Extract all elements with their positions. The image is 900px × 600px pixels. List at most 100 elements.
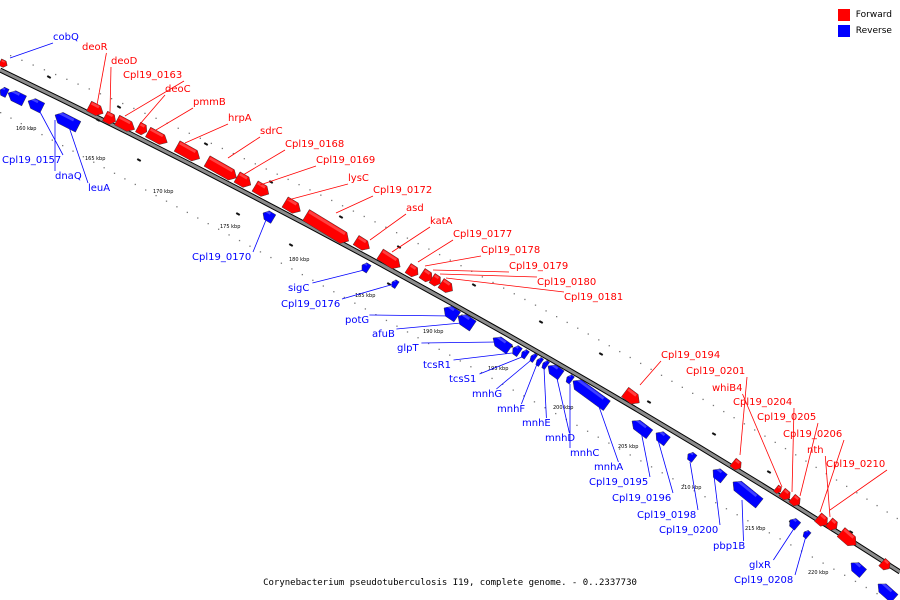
reverse-gene <box>492 334 513 355</box>
forward-gene <box>114 114 135 132</box>
tick-label: 205 kbp <box>618 444 638 450</box>
tick-label: 180 kbp <box>289 257 309 263</box>
reverse-gene <box>877 581 899 600</box>
legend: Forward Reverse <box>837 7 892 39</box>
forward-gene-label: Cpl19_0181 <box>564 292 623 303</box>
forward-gene <box>145 126 168 145</box>
reverse-gene <box>565 374 575 385</box>
forward-gene <box>836 527 857 546</box>
reverse-gene-leader-line <box>689 461 699 511</box>
forward-gene <box>773 484 782 494</box>
forward-gene <box>102 110 116 125</box>
forward-gene-leader-line <box>139 94 166 125</box>
reverse-gene-leader-line <box>9 42 54 59</box>
reverse-gene <box>54 110 82 133</box>
reverse-gene-label: Cpl19_0196 <box>612 493 671 504</box>
reverse-gene-label: tcsR1 <box>423 360 451 371</box>
forward-gene-leader-line <box>155 107 194 131</box>
reverse-gene-label: leuA <box>88 183 110 194</box>
reverse-gene-leader-line <box>521 363 538 405</box>
reverse-gene-label: Cpl19_0195 <box>589 477 648 488</box>
forward-gene-leader-line <box>742 393 783 488</box>
forward-gene <box>135 121 148 136</box>
tick-mark <box>766 470 772 474</box>
reverse-gene-leader-line <box>773 526 796 561</box>
forward-gene <box>86 100 104 116</box>
reverse-gene-leader-line <box>39 111 64 156</box>
forward-gene-leader-line <box>417 239 454 263</box>
reverse-gene-leader-line <box>657 439 674 494</box>
reverse-gene-label: glpT <box>397 343 419 354</box>
reverse-gene-label: mnhG <box>472 389 502 400</box>
forward-gene <box>404 263 419 278</box>
reverse-gene <box>850 560 867 578</box>
reverse-gene-label: pbp1B <box>713 541 745 552</box>
forward-gene-label: nth <box>807 445 824 456</box>
forward-gene-leader-line <box>791 407 795 493</box>
forward-gene <box>233 171 252 188</box>
forward-gene-label: lysC <box>348 173 369 184</box>
forward-gene <box>302 209 349 244</box>
reverse-gene <box>512 345 523 357</box>
reverse-gene-leader-line <box>396 321 473 330</box>
tick-label: 165 kbp <box>85 156 105 162</box>
forward-gene-label: deoD <box>111 56 138 67</box>
tick-mark <box>136 158 142 162</box>
forward-gene-label: Cpl19_0194 <box>661 350 720 361</box>
forward-gene-label: pmmB <box>193 97 226 108</box>
reverse-gene-leader-line <box>713 475 721 526</box>
reverse-gene <box>789 517 802 531</box>
reverse-gene-label: Cpl19_0200 <box>659 525 718 536</box>
forward-gene <box>418 268 433 283</box>
forward-gene-label: Cpl19_0206 <box>783 429 842 440</box>
forward-gene-label: hrpA <box>228 113 252 124</box>
forward-gene <box>352 235 370 251</box>
outer-dotted-ring <box>10 55 898 520</box>
forward-gene <box>437 278 453 293</box>
reverse-gene-leader-line <box>543 367 547 419</box>
forward-gene-label: Cpl19_0178 <box>481 245 540 256</box>
tick-mark <box>338 215 344 219</box>
reverse-gene-leader-line <box>369 314 453 317</box>
reverse-gene-label: Cpl19_0157 <box>2 155 61 166</box>
forward-gene-label: Cpl19_0163 <box>123 70 182 81</box>
reverse-gene-leader-line <box>312 269 365 284</box>
forward-gene-leader-line <box>739 376 748 456</box>
forward-gene-leader-line <box>824 455 831 518</box>
tick-label: 220 kbp <box>808 570 828 576</box>
reverse-gene <box>535 357 544 367</box>
forward-gene-label: Cpl19_0210 <box>826 459 885 470</box>
backbone-shadow <box>0 67 900 575</box>
forward-gene-label: Cpl19_0201 <box>686 366 745 377</box>
reverse-gene-leader-line <box>479 356 523 375</box>
tick-mark <box>46 75 52 79</box>
forward-gene-label: Cpl19_0177 <box>453 229 512 240</box>
forward-gene-leader-line <box>391 226 431 253</box>
forward-gene-leader-line <box>184 123 229 144</box>
reverse-gene-label: mnhA <box>594 462 623 473</box>
reverse-gene <box>802 530 812 540</box>
tick-mark <box>268 180 274 184</box>
reverse-gene <box>529 353 538 363</box>
forward-gene-leader-line <box>424 255 482 267</box>
forward-gene-leader-line <box>445 277 565 293</box>
tick-label: 190 kbp <box>423 329 443 335</box>
reverse-gene <box>391 279 400 289</box>
forward-gene <box>203 155 237 181</box>
reverse-gene-label: Cpl19_0170 <box>192 252 251 263</box>
tick-label: 210 kbp <box>681 485 701 491</box>
reverse-swatch-icon <box>837 25 850 37</box>
forward-gene <box>814 512 828 527</box>
forward-gene-label: deoR <box>82 42 108 53</box>
reverse-gene-label: Cpl19_0176 <box>281 299 340 310</box>
tick-mark <box>711 432 717 436</box>
legend-forward-label: Forward <box>855 10 892 20</box>
tick-mark <box>95 118 101 122</box>
tick-label: 170 kbp <box>153 189 173 195</box>
reverse-gene-label: Cpl19_0208 <box>734 575 793 586</box>
forward-gene-leader-line <box>109 66 112 113</box>
forward-gene-leader-line <box>819 439 845 513</box>
forward-gene-label: katA <box>430 216 453 227</box>
legend-reverse-label: Reverse <box>855 26 892 36</box>
